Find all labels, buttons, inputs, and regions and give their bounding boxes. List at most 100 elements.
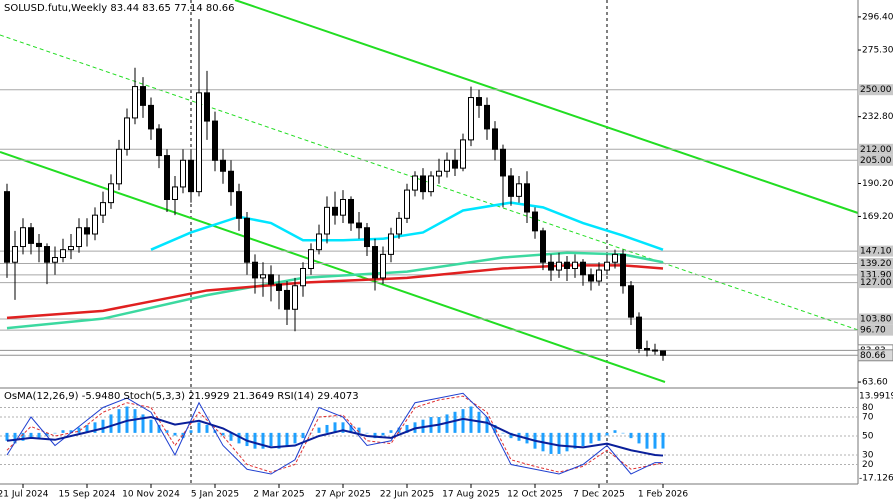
osma-bar <box>149 419 153 433</box>
candle-body <box>100 202 106 216</box>
osma-bar <box>509 432 513 439</box>
candle-body <box>188 159 194 193</box>
y-tick-label: 63.60 <box>862 378 888 388</box>
candle-body <box>580 261 586 276</box>
osma-bar <box>405 424 409 433</box>
candle-body <box>292 285 298 310</box>
osma-bar <box>285 432 289 447</box>
x-tick-label: 27 Apr 2025 <box>315 490 371 500</box>
x-tick-label: 5 Jan 2025 <box>191 490 239 500</box>
level-label-box <box>858 324 893 336</box>
candle-body <box>260 274 266 279</box>
candle-body <box>364 227 370 248</box>
level-label: 212.00 <box>860 145 892 155</box>
y-tick-label: 50 <box>862 432 874 442</box>
level-label-box <box>858 245 893 257</box>
candle-body <box>76 227 82 248</box>
level-label-box <box>858 269 893 281</box>
level-label-box <box>858 143 893 155</box>
osma-bar <box>125 406 129 433</box>
osma-bar <box>453 411 457 433</box>
osma-scale-label: 13.9919 <box>859 392 893 402</box>
candle-body <box>420 175 426 193</box>
candle-body <box>300 267 306 287</box>
osma-bar <box>157 424 161 433</box>
osma-bar <box>349 424 353 433</box>
osma-bar <box>373 432 377 439</box>
x-tick-label: 7 Dec 2025 <box>573 490 625 500</box>
osma-bar <box>581 432 585 447</box>
stoch-name: Stoch(5,3,3) <box>124 391 186 402</box>
candle-body <box>132 86 138 119</box>
candle-body <box>92 214 98 235</box>
osma-bar <box>229 432 233 441</box>
osma-bar <box>93 422 97 433</box>
osma-bar <box>5 432 9 441</box>
candle-body <box>244 217 250 263</box>
x-tick-label: 15 Sep 2024 <box>58 490 115 500</box>
chart-header: SOLUSD.futu,Weekly 83.44 83.65 77.14 80.… <box>4 3 235 14</box>
candle-body <box>84 227 90 235</box>
candle-body <box>540 230 546 263</box>
osma-bar <box>237 432 241 444</box>
level-label: 131.90 <box>860 270 892 280</box>
osma-bar <box>141 414 145 433</box>
level-label-box <box>858 154 893 166</box>
candle-body <box>164 155 170 200</box>
osma-bar <box>117 409 121 433</box>
osma-bar <box>253 432 257 449</box>
osma-scale-label: -17.12602 <box>859 474 893 484</box>
candle-body <box>20 227 26 248</box>
candle-body <box>356 222 362 229</box>
osma-bar <box>101 419 105 433</box>
osma-bar <box>221 432 225 436</box>
candle-body <box>236 191 242 219</box>
candle-body <box>124 117 130 150</box>
y-tick-label: 80 <box>862 403 874 413</box>
osma-bar <box>573 432 577 449</box>
osma-bar <box>21 432 25 441</box>
level-label: 103.80 <box>860 314 892 324</box>
osma-bar <box>173 432 177 436</box>
level-label: 250.00 <box>860 85 892 95</box>
osma-bar <box>293 432 297 444</box>
osma-bar <box>181 432 185 439</box>
osma-bar <box>597 432 601 441</box>
candle-body <box>572 261 578 269</box>
osma-bar <box>197 422 201 433</box>
osma-bar <box>381 432 385 436</box>
candle-body <box>380 253 386 279</box>
candle-body <box>204 92 210 122</box>
osma-bar <box>45 432 49 436</box>
osma-bar <box>133 409 137 433</box>
candle-body <box>68 246 74 251</box>
candle-body <box>476 97 482 106</box>
candle-body <box>452 159 458 169</box>
osma-bar <box>189 430 193 433</box>
candle-body <box>444 159 450 172</box>
osma-bar <box>645 432 649 449</box>
y-tick-label: 30 <box>862 451 874 461</box>
level-label: 127.00 <box>860 278 892 288</box>
price-label-box <box>857 349 893 362</box>
y-tick-label: 70 <box>862 413 874 423</box>
candle-body <box>220 159 226 172</box>
candle-body <box>340 198 346 216</box>
osma-bar <box>341 422 345 433</box>
candle-body <box>604 261 610 271</box>
candle-body <box>492 128 498 150</box>
y-tick-label: 296.40 <box>862 12 893 22</box>
y-tick-label: 169.20 <box>862 212 893 222</box>
candle-body <box>372 246 378 279</box>
candle-body <box>636 316 642 349</box>
y-tick-label: 275.30 <box>862 46 893 56</box>
osma-bar <box>53 432 57 434</box>
osma-bar <box>269 432 273 447</box>
candle-body <box>396 217 402 235</box>
level-label: 147.10 <box>860 247 892 257</box>
candle-body <box>308 249 314 269</box>
moving-average <box>6 251 664 330</box>
osma-bar <box>277 432 281 449</box>
candle-body <box>652 349 658 352</box>
